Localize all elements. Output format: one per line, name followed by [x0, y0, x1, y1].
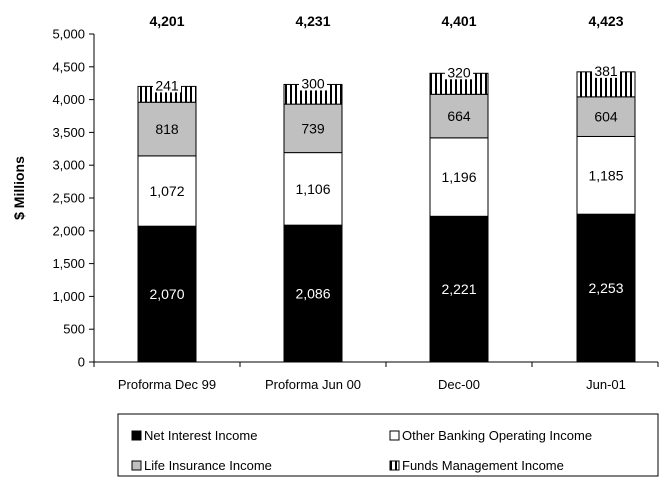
data-label: 1,185	[588, 167, 623, 183]
bar-segment	[283, 103, 343, 154]
data-label: 739	[301, 120, 325, 136]
bar-segment	[283, 152, 343, 226]
legend-entry: Funds Management Income	[402, 458, 564, 473]
total-label: 4,401	[441, 13, 476, 29]
legend: Net Interest Income Other Banking Operati…	[117, 413, 659, 477]
bar-segment	[283, 224, 343, 363]
y-tick-label: 500	[63, 322, 85, 337]
data-label: 2,253	[588, 280, 623, 296]
y-tick-label: 1,000	[52, 289, 85, 304]
y-tick-label: 2,500	[52, 191, 85, 206]
data-label: 2,070	[149, 286, 184, 302]
y-tick-label: 4,500	[52, 59, 85, 74]
y-tick-label: 1,500	[52, 256, 85, 271]
legend-entry: Life Insurance Income	[144, 458, 272, 473]
bar-segment	[429, 93, 489, 139]
y-tick-label: 0	[78, 355, 85, 370]
legend-box	[117, 413, 659, 477]
data-label: 381	[594, 63, 618, 79]
y-tick-label: 5,000	[52, 27, 85, 42]
bar-segment	[429, 215, 489, 363]
x-tick-label: Proforma Jun 00	[265, 377, 361, 392]
data-label: 1,106	[295, 181, 330, 197]
data-label: 664	[447, 108, 471, 124]
legend-swatch	[389, 460, 400, 471]
plot-area: 0 500 1,000 1,500 2,000 2,500 3,000 3,500 4,000 4…	[52, 13, 659, 392]
data-label: 320	[447, 64, 471, 80]
data-label: 2,086	[295, 286, 330, 302]
data-label: 1,196	[441, 169, 476, 185]
data-label: 2,221	[441, 281, 476, 297]
y-tick-label: 3,000	[52, 158, 85, 173]
y-tick-label: 2,000	[52, 223, 85, 238]
legend-swatch	[389, 430, 400, 441]
y-tick-label: 4,000	[52, 92, 85, 107]
data-label-background	[299, 76, 327, 91]
data-label: 1,072	[149, 183, 184, 199]
bar-segment	[429, 137, 489, 217]
legend-entry: Net Interest Income	[144, 428, 257, 443]
bar-segment	[576, 135, 636, 215]
legend-swatch	[131, 430, 142, 441]
bar-segment	[576, 213, 636, 363]
data-label: 241	[155, 77, 179, 93]
legend-swatch	[131, 460, 142, 471]
total-label: 4,201	[149, 13, 184, 29]
data-label: 818	[155, 121, 179, 137]
y-tick-label: 3,500	[52, 125, 85, 140]
data-label-background	[592, 63, 620, 78]
data-label: 604	[594, 109, 618, 125]
legend-entry: Other Banking Operating Income	[402, 428, 592, 443]
total-label: 4,231	[295, 13, 330, 29]
y-axis-label: $ Millions	[11, 156, 27, 220]
total-label: 4,423	[588, 13, 623, 29]
data-label-background	[153, 78, 181, 93]
x-tick-label: Jun-01	[586, 377, 626, 392]
data-label: 300	[301, 75, 325, 91]
data-label-background	[445, 65, 473, 80]
x-tick-label: Dec-00	[438, 377, 480, 392]
x-tick-label: Proforma Dec 99	[118, 377, 216, 392]
